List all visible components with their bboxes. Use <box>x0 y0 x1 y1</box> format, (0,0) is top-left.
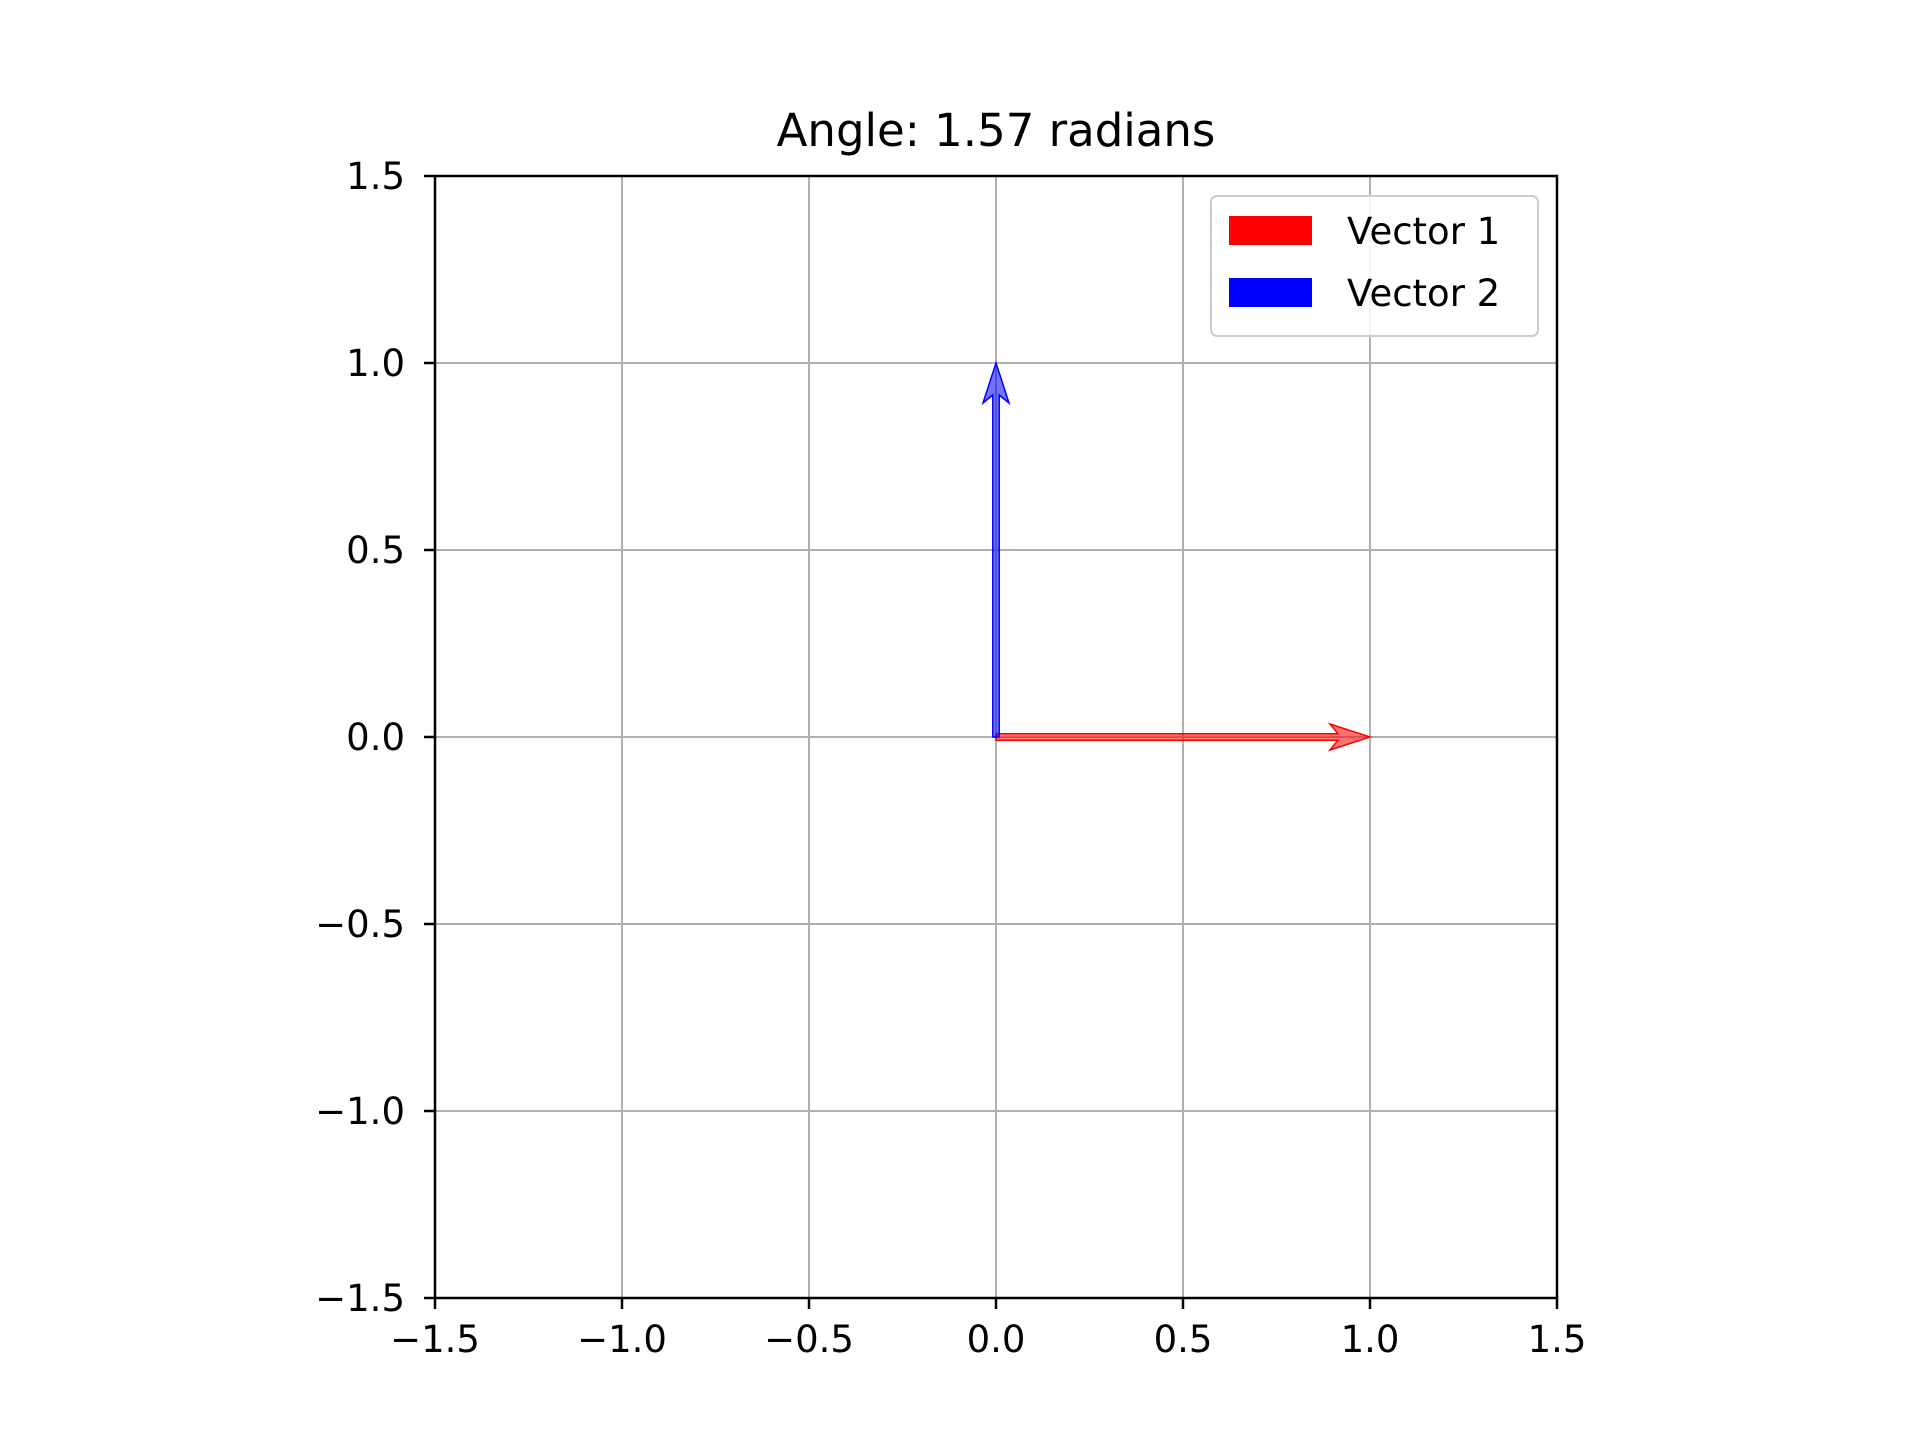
vector-arrow-1 <box>995 722 1373 752</box>
chart-title: Angle: 1.57 radians <box>777 104 1216 157</box>
y-tick-label-1: −1.0 <box>315 1090 405 1133</box>
x-tick-label-5: 1.0 <box>1341 1318 1400 1361</box>
x-tick-label-2: −0.5 <box>764 1318 854 1361</box>
y-tick-label-4: 0.5 <box>346 529 405 572</box>
x-tick-label-4: 0.5 <box>1154 1318 1213 1361</box>
x-tick-label-0: −1.5 <box>390 1318 480 1361</box>
tick-labels: −1.5 −1.0 −0.5 0.0 0.5 1.0 1.5 −1.5 −1.0 −0.5 0.0 0… <box>315 155 1586 1361</box>
legend-swatch-1 <box>1229 216 1312 245</box>
legend-label-1: Vector 1 <box>1347 210 1500 253</box>
x-tick-label-1: −1.0 <box>577 1318 667 1361</box>
y-tick-label-6: 1.5 <box>346 155 405 198</box>
y-tick-label-5: 1.0 <box>346 342 405 385</box>
x-tick-label-6: 1.5 <box>1528 1318 1587 1361</box>
vector-arrow-2 <box>981 360 1011 738</box>
vectors <box>981 360 1373 752</box>
legend-label-2: Vector 2 <box>1347 272 1500 315</box>
legend: Vector 1 Vector 2 <box>1210 195 1539 337</box>
y-tick-label-3: 0.0 <box>346 716 405 759</box>
y-tick-label-0: −1.5 <box>315 1277 405 1320</box>
tick-marks <box>424 174 1559 1309</box>
legend-swatch-2 <box>1229 278 1312 307</box>
x-tick-label-3: 0.0 <box>967 1318 1026 1361</box>
y-tick-label-2: −0.5 <box>315 903 405 946</box>
